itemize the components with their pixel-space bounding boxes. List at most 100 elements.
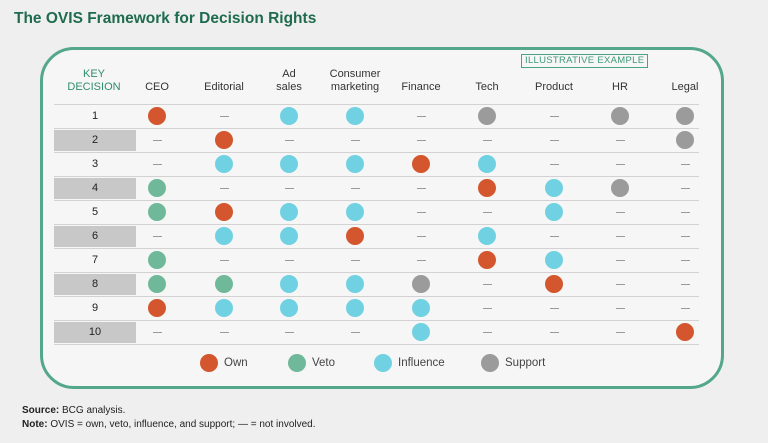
influence-dot: [346, 155, 364, 173]
row-shade: [54, 130, 136, 151]
not-involved-dash: [350, 140, 360, 141]
row-shade: [54, 226, 136, 247]
not-involved-dash: [615, 236, 625, 237]
veto-dot: [215, 275, 233, 293]
support-dot: [676, 131, 694, 149]
not-involved-dash: [152, 164, 162, 165]
column-header: Editorial: [204, 81, 244, 94]
column-header: CEO: [145, 81, 169, 94]
own-dot: [478, 179, 496, 197]
influence-dot: [478, 227, 496, 245]
influence-dot: [545, 179, 563, 197]
support-dot: [412, 275, 430, 293]
legend-item-own: Own: [200, 354, 248, 372]
row-shade: [54, 178, 136, 199]
row-divider: [54, 176, 699, 177]
row-divider: [54, 248, 699, 249]
not-involved-dash: [152, 140, 162, 141]
own-dot: [215, 203, 233, 221]
column-header-line: Finance: [401, 81, 441, 93]
not-involved-dash: [416, 116, 426, 117]
influence-dot: [478, 155, 496, 173]
veto-dot: [148, 251, 166, 269]
not-involved-dash: [680, 284, 690, 285]
influence-dot: [346, 107, 364, 125]
row-divider: [54, 152, 699, 153]
influence-dot: [280, 227, 298, 245]
not-involved-dash: [350, 260, 360, 261]
legend-influence-label: Influence: [398, 357, 445, 369]
not-involved-dash: [416, 140, 426, 141]
legend: Own Veto Influence Support: [0, 354, 768, 374]
not-involved-dash: [152, 236, 162, 237]
row-label: 10: [88, 326, 102, 338]
not-involved-dash: [152, 332, 162, 333]
row-divider: [54, 320, 699, 321]
not-involved-dash: [549, 332, 559, 333]
veto-dot: [148, 275, 166, 293]
column-header: HR: [612, 81, 628, 94]
row-label: 7: [91, 254, 99, 266]
not-involved-dash: [482, 212, 492, 213]
row-label: 1: [91, 110, 99, 122]
legend-veto-dot: [288, 354, 306, 372]
row-divider: [54, 128, 699, 129]
row-label: 4: [91, 182, 99, 194]
not-involved-dash: [482, 284, 492, 285]
not-involved-dash: [219, 260, 229, 261]
influence-dot: [280, 203, 298, 221]
row-shade: [54, 274, 136, 295]
footer-note: Note: OVIS = own, veto, influence, and s…: [22, 419, 316, 430]
not-involved-dash: [482, 332, 492, 333]
footer-source: Source: BCG analysis.: [22, 405, 125, 416]
not-involved-dash: [416, 260, 426, 261]
not-involved-dash: [482, 308, 492, 309]
not-involved-dash: [680, 164, 690, 165]
not-involved-dash: [549, 164, 559, 165]
not-involved-dash: [482, 140, 492, 141]
row-divider: [54, 272, 699, 273]
legend-support-dot: [481, 354, 499, 372]
not-involved-dash: [615, 260, 625, 261]
not-involved-dash: [549, 308, 559, 309]
column-header-line: Consumer: [329, 68, 381, 80]
influence-dot: [280, 275, 298, 293]
not-involved-dash: [219, 332, 229, 333]
row-shade: [54, 322, 136, 343]
column-header-line: marketing: [330, 81, 380, 93]
key-decision-header: KEY DECISION: [62, 68, 126, 94]
influence-dot: [280, 107, 298, 125]
legend-influence-dot: [374, 354, 392, 372]
own-dot: [148, 107, 166, 125]
not-involved-dash: [549, 236, 559, 237]
own-dot: [676, 323, 694, 341]
influence-dot: [215, 227, 233, 245]
row-label: 5: [91, 206, 99, 218]
not-involved-dash: [680, 212, 690, 213]
row-divider: [54, 104, 699, 105]
influence-dot: [346, 275, 364, 293]
column-header: Tech: [475, 81, 498, 94]
own-dot: [545, 275, 563, 293]
chart-frame: [40, 47, 724, 389]
influence-dot: [545, 251, 563, 269]
not-involved-dash: [219, 188, 229, 189]
not-involved-dash: [284, 332, 294, 333]
column-header-line: sales: [276, 81, 302, 93]
legend-support-label: Support: [505, 357, 546, 369]
footer-note-text: OVIS = own, veto, influence, and support…: [50, 419, 316, 430]
column-header: Ad sales: [276, 68, 302, 94]
support-dot: [611, 107, 629, 125]
influence-dot: [412, 323, 430, 341]
support-dot: [676, 107, 694, 125]
key-decision-header-line-2: DECISION: [67, 81, 121, 93]
own-dot: [412, 155, 430, 173]
influence-dot: [346, 299, 364, 317]
column-header: Product: [535, 81, 573, 94]
own-dot: [215, 131, 233, 149]
row-label: 6: [91, 230, 99, 242]
influence-dot: [346, 203, 364, 221]
row-label: 8: [91, 278, 99, 290]
column-header-line: Editorial: [204, 81, 244, 93]
column-header-line: CEO: [145, 81, 169, 93]
